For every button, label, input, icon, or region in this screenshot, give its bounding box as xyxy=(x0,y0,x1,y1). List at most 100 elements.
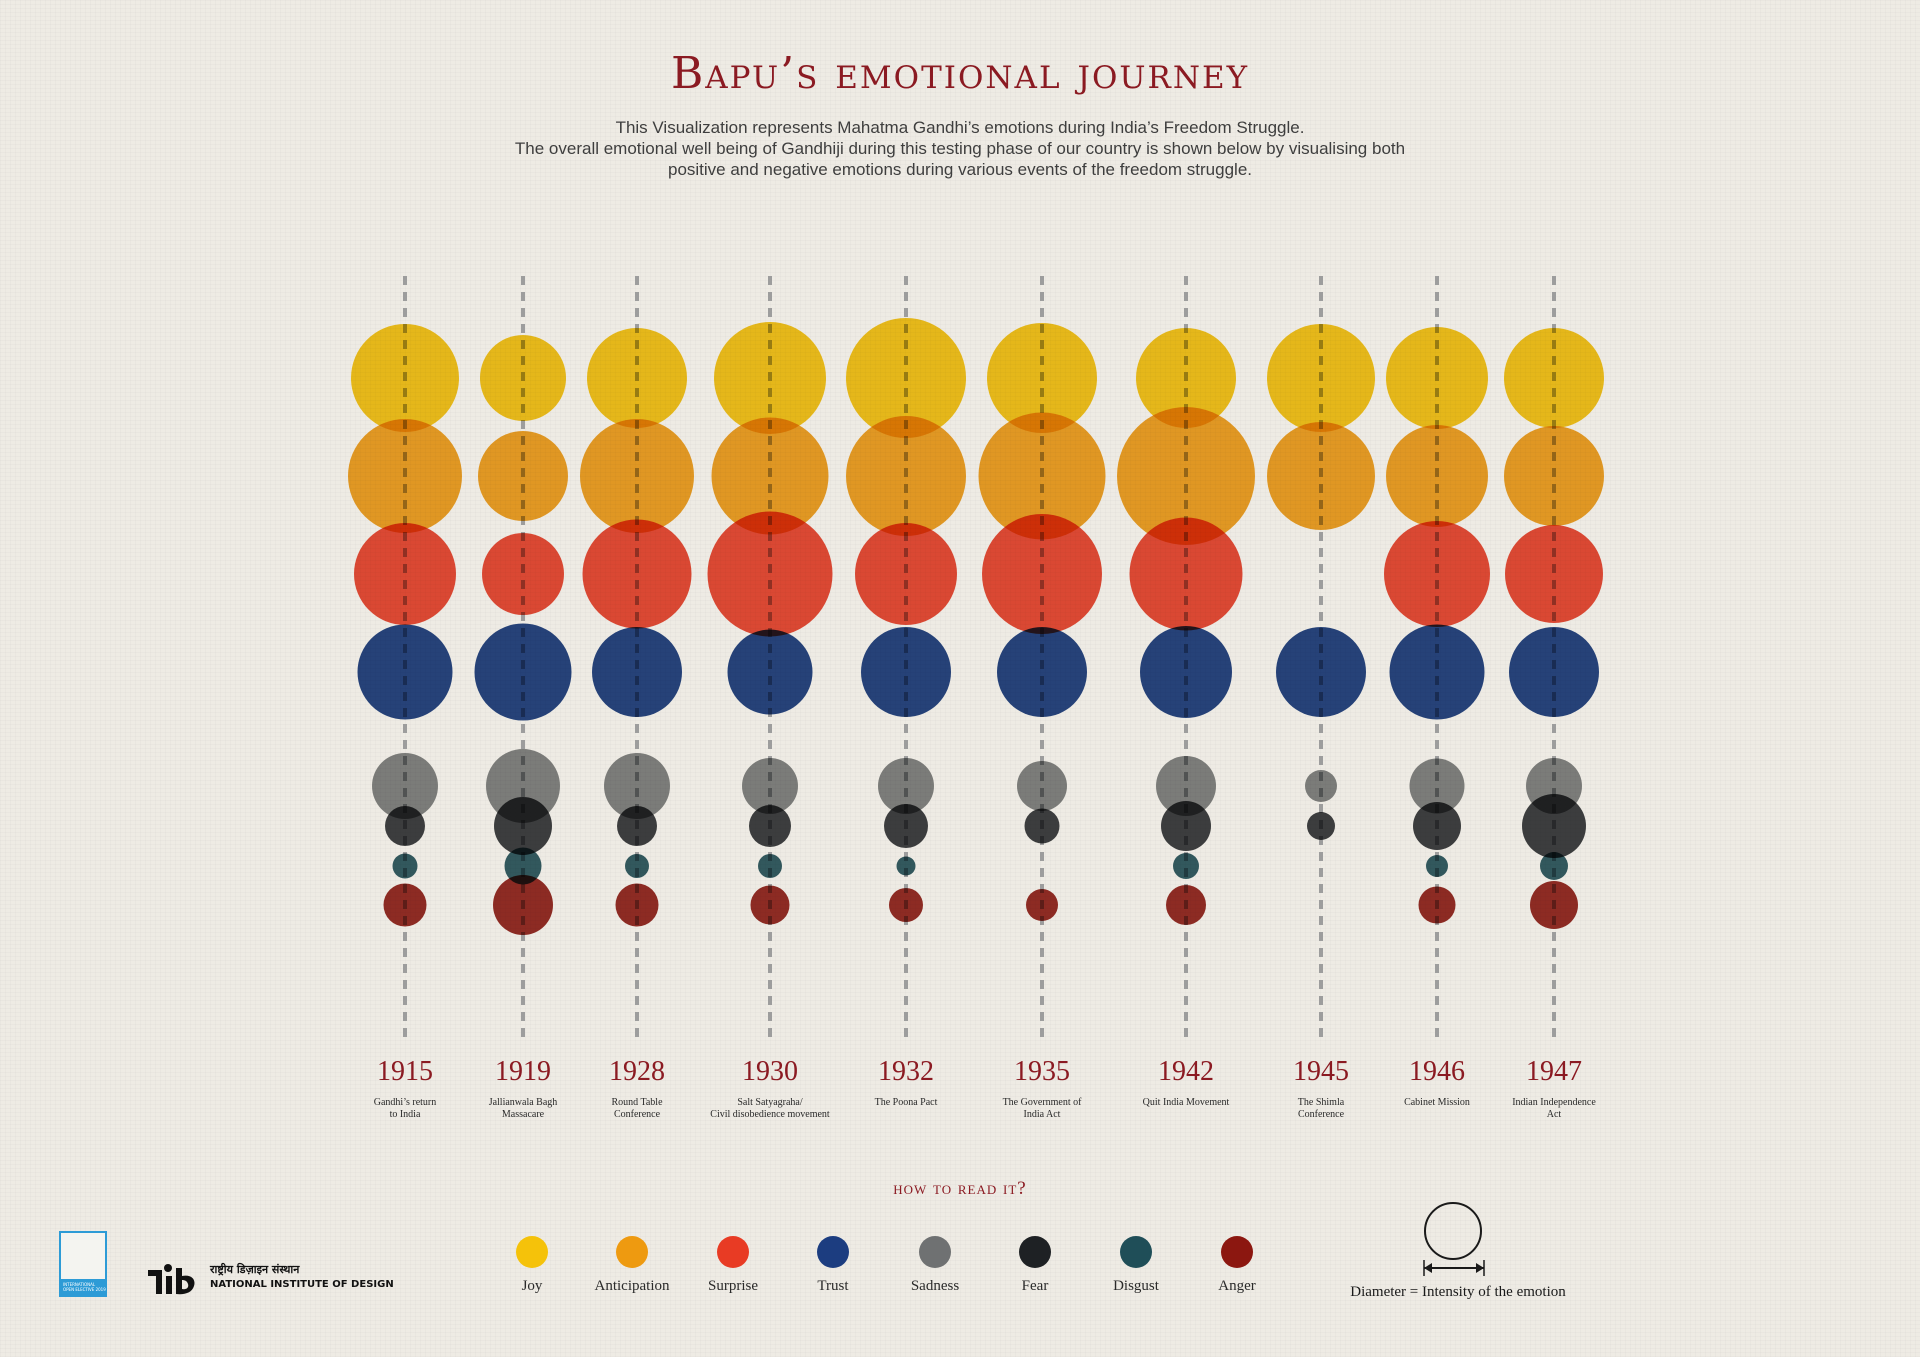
bubble-joy-1915 xyxy=(351,324,459,432)
bubble-disgust-1928 xyxy=(625,854,649,878)
bubble-joy-1919 xyxy=(480,335,566,421)
event-label-1935: The Government of xyxy=(1003,1097,1083,1108)
bubble-disgust-1930 xyxy=(758,854,782,878)
year-label-1932: 1932 xyxy=(878,1056,934,1087)
open-elective-badge: INTERNATIONAL OPEN ELECTIVE 2019 xyxy=(59,1231,107,1297)
legend-label: Disgust xyxy=(1113,1278,1159,1294)
event-label-1947: Indian Independence xyxy=(1512,1097,1596,1108)
bubble-anger-1946 xyxy=(1418,886,1456,924)
year-label-1919: 1919 xyxy=(495,1056,551,1087)
bubble-anticipation-1946 xyxy=(1386,425,1488,527)
bubble-surprise-1915 xyxy=(354,523,456,625)
bubble-surprise-1946 xyxy=(1384,521,1490,627)
bubble-surprise-1935 xyxy=(982,514,1102,634)
bubble-surprise-1930 xyxy=(707,511,833,637)
trust-dot xyxy=(817,1236,849,1268)
subtitle-line: The overall emotional well being of Gand… xyxy=(514,139,1406,158)
badge-line1: INTERNATIONAL xyxy=(63,1282,96,1287)
bubble-fear-1942 xyxy=(1161,801,1211,851)
event-label-1919: Jallianwala Bagh xyxy=(489,1097,558,1108)
bubble-joy-1935 xyxy=(987,323,1097,433)
bubble-joy-1946 xyxy=(1386,327,1488,429)
event-label-1930: Civil disobedience movement xyxy=(710,1109,830,1120)
bubble-surprise-1928 xyxy=(582,519,692,629)
bubble-fear-1946 xyxy=(1413,802,1461,850)
bubble-anticipation-1928 xyxy=(580,419,694,533)
bubble-trust-1915 xyxy=(357,624,453,720)
nid-logo: राष्ट्रीय डिज़ाइन संस्थान NATIONAL INSTI… xyxy=(148,1262,394,1302)
bubble-joy-1947 xyxy=(1504,328,1604,428)
disgust-dot xyxy=(1120,1236,1152,1268)
event-label-1946: Cabinet Mission xyxy=(1404,1097,1470,1108)
event-label-1945: The Shimla xyxy=(1298,1097,1345,1108)
bubble-disgust-1915 xyxy=(392,853,418,879)
bubble-fear-1945 xyxy=(1307,812,1335,840)
bubble-fear-1932 xyxy=(884,804,928,848)
double-arrow-icon xyxy=(1423,1260,1485,1276)
bubble-sadness-1935 xyxy=(1017,761,1067,811)
event-label-1928: Conference xyxy=(614,1109,661,1120)
diameter-key: Diameter = Intensity of the emotion xyxy=(1338,1200,1578,1310)
bubble-anger-1935 xyxy=(1026,889,1058,921)
nid-hindi-name: राष्ट्रीय डिज़ाइन संस्थान xyxy=(210,1263,300,1276)
bubble-sadness-1942 xyxy=(1156,756,1216,816)
year-label-1946: 1946 xyxy=(1409,1056,1465,1087)
bubble-disgust-1947 xyxy=(1540,852,1568,880)
year-label-1935: 1935 xyxy=(1014,1056,1070,1087)
bubble-fear-1930 xyxy=(749,805,791,847)
bubble-joy-1932 xyxy=(846,318,966,438)
bubble-disgust-1932 xyxy=(896,856,916,876)
bubble-sadness-1928 xyxy=(604,753,670,819)
bubble-anger-1930 xyxy=(750,885,790,925)
bubble-trust-1945 xyxy=(1276,627,1366,717)
event-label-1915: to India xyxy=(390,1109,421,1120)
legend-label: Anticipation xyxy=(594,1278,670,1294)
bubble-trust-1919 xyxy=(474,623,572,721)
event-label-1942: Quit India Movement xyxy=(1143,1097,1230,1108)
bubble-disgust-1919 xyxy=(504,847,542,885)
anticipation-dot xyxy=(616,1236,648,1268)
joy-dot xyxy=(516,1236,548,1268)
bubble-trust-1928 xyxy=(592,627,682,717)
bubble-joy-1930 xyxy=(714,322,826,434)
event-label-1947: Act xyxy=(1547,1109,1562,1120)
bubble-trust-1946 xyxy=(1389,624,1485,720)
year-label-1947: 1947 xyxy=(1526,1056,1582,1087)
bubble-sadness-1915 xyxy=(372,753,438,819)
bubble-sadness-1946 xyxy=(1409,758,1465,814)
bubble-sadness-1945 xyxy=(1305,770,1337,802)
legend-label: Joy xyxy=(521,1278,543,1294)
legend-label: Surprise xyxy=(708,1278,758,1294)
legend-heading: how to read it? xyxy=(893,1178,1027,1199)
bubble-surprise-1942 xyxy=(1129,517,1243,631)
badge-bar xyxy=(61,1279,105,1295)
fear-dot xyxy=(1019,1236,1051,1268)
legend-label: Sadness xyxy=(910,1278,960,1294)
diameter-circle-icon xyxy=(1424,1202,1482,1260)
bubble-anger-1947 xyxy=(1530,881,1578,929)
legend-label: Anger xyxy=(1218,1278,1256,1294)
bubble-fear-1928 xyxy=(617,806,657,846)
nid-english-name: NATIONAL INSTITUTE OF DESIGN xyxy=(210,1279,394,1290)
bubble-joy-1928 xyxy=(587,328,687,428)
bubble-disgust-1942 xyxy=(1173,853,1199,879)
event-label-1915: Gandhi’s return xyxy=(374,1097,437,1108)
legend-item-anticipation: Anticipation xyxy=(577,1236,687,1295)
bubble-anticipation-1947 xyxy=(1504,426,1604,526)
year-label-1928: 1928 xyxy=(609,1056,665,1087)
year-label-1942: 1942 xyxy=(1158,1056,1214,1087)
legend-item-disgust: Disgust xyxy=(1081,1236,1191,1295)
bubble-sadness-1932 xyxy=(878,758,934,814)
bubble-anticipation-1919 xyxy=(478,431,568,521)
bubble-anger-1919 xyxy=(493,875,553,935)
legend-item-sadness: Sadness xyxy=(880,1236,990,1295)
anger-dot xyxy=(1221,1236,1253,1268)
badge-line2: OPEN ELECTIVE 2019 xyxy=(63,1287,106,1292)
legend-item-surprise: Surprise xyxy=(678,1236,788,1295)
legend-item-anger: Anger xyxy=(1182,1236,1292,1295)
bubble-anticipation-1935 xyxy=(978,412,1106,540)
bubble-fear-1935 xyxy=(1024,808,1060,844)
bubble-fear-1919 xyxy=(494,797,552,855)
subtitle-line: positive and negative emotions during va… xyxy=(667,160,1252,179)
sadness-dot xyxy=(919,1236,951,1268)
